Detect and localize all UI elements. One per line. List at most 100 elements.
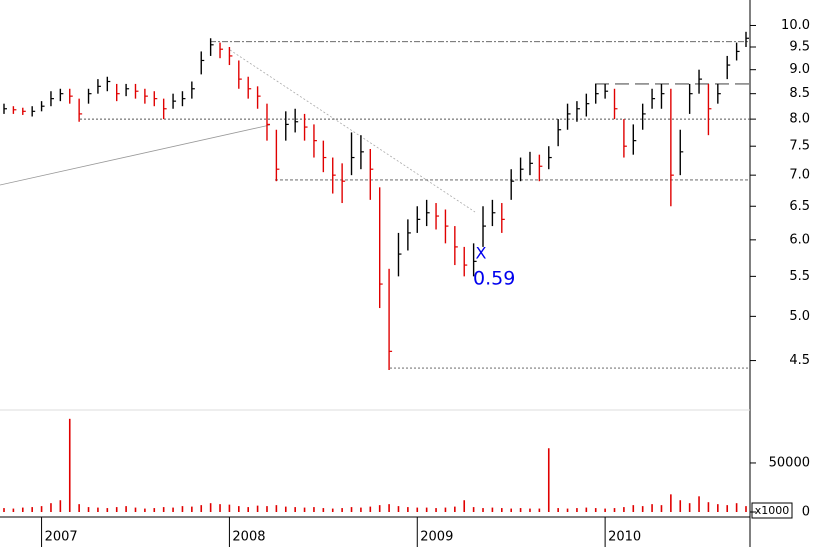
volume-bar (68, 418, 71, 512)
volume-bar (322, 508, 325, 512)
volume-bar (341, 508, 343, 512)
volume-bar (557, 508, 559, 512)
volume-bar (238, 506, 240, 512)
y-tick-label: 7.5 (789, 139, 810, 154)
volume-bar (547, 448, 550, 512)
volume-bar (303, 507, 306, 512)
y-tick-label: 8.5 (789, 86, 810, 101)
volume-bar (331, 508, 334, 512)
volume-bar (576, 508, 578, 512)
volume-bar (613, 508, 616, 512)
y-tick-label: 5.0 (789, 309, 810, 324)
volume-bar (688, 503, 691, 512)
volume-bar (651, 504, 653, 512)
x-tick-label: 2009 (420, 530, 453, 545)
volume-bar (181, 506, 184, 512)
volume-bar (294, 507, 296, 512)
volume-bar (256, 505, 259, 512)
volume-bar (510, 508, 512, 512)
volume-bar (378, 505, 381, 512)
trend-line (0, 124, 271, 186)
volume-bar (632, 505, 635, 512)
volume-bar (350, 507, 353, 512)
volume-bar (115, 507, 118, 512)
y2-tick-label: 50000 (769, 455, 810, 470)
y-tick-label: 6.5 (789, 199, 810, 214)
volume-bar (360, 507, 362, 512)
volume-bar (313, 507, 315, 512)
volume-bar (566, 508, 569, 512)
volume-bar (397, 506, 400, 512)
volume-bar (726, 505, 729, 512)
x-tick-label: 2010 (608, 530, 641, 545)
x-tick-label: 2007 (45, 530, 78, 545)
volume-bar (87, 507, 90, 512)
y-tick-label: 5.5 (789, 269, 810, 284)
volume-bar (388, 504, 390, 512)
y-tick-label: 9.0 (789, 62, 810, 77)
volume-bar (707, 502, 710, 512)
volume-bar (191, 506, 193, 512)
volume-bar (585, 507, 588, 512)
volume-bar (594, 508, 597, 512)
volume-bar (369, 506, 372, 512)
volume-bar (97, 507, 99, 512)
volume-bar (228, 504, 231, 512)
volume-bar (40, 506, 43, 512)
volume-bar (31, 507, 33, 512)
y-tick-label: 9.5 (789, 40, 810, 55)
volume-bar (491, 507, 494, 512)
volume-bar (604, 508, 606, 512)
volume-bar (735, 503, 738, 512)
y-tick-label: 6.0 (789, 232, 810, 247)
y-tick-label: 10.0 (781, 18, 810, 33)
volume-bar (134, 507, 137, 512)
unit-box (751, 502, 793, 519)
volume-bar (284, 506, 287, 512)
volume-bar (463, 500, 466, 512)
y2-tick-label: 0 (802, 505, 810, 520)
volume-bar (641, 506, 644, 512)
volume-bar (50, 503, 52, 512)
volume-bar (529, 508, 531, 512)
annotation-mark: X (476, 244, 487, 263)
trend-line (229, 49, 476, 213)
volume-bar (106, 508, 109, 512)
volume-bar (660, 505, 663, 512)
volume-bar (538, 508, 541, 512)
volume-unit: x1000 (755, 504, 790, 517)
volume-bar (266, 506, 268, 512)
volume-bar (144, 508, 146, 512)
volume-bar (416, 507, 419, 512)
volume-bar (435, 508, 437, 512)
y-tick-label: 8.0 (789, 112, 810, 127)
volume-bar (500, 508, 503, 512)
volume-bar (745, 506, 747, 512)
volume-bar (482, 508, 484, 512)
volume-bar (153, 508, 156, 512)
volume-bar (670, 494, 672, 512)
volume-bar (21, 507, 24, 512)
volume-bar (247, 507, 250, 512)
annotation-label: 0.59 (473, 268, 515, 290)
volume-bar (200, 505, 203, 512)
y-tick-label: 4.5 (789, 353, 810, 368)
volume-bar (275, 505, 278, 512)
volume-bar (519, 508, 522, 512)
volume-bar (12, 508, 15, 512)
volume-bar (3, 508, 5, 512)
volume-bar (717, 504, 719, 512)
volume-bar (425, 507, 428, 512)
volume-bar (623, 507, 625, 512)
volume-bar (472, 507, 475, 512)
volume-bar (125, 506, 127, 512)
volume-bar (209, 503, 212, 512)
volume-bar (444, 507, 447, 512)
volume-bar (78, 504, 80, 512)
volume-bar (454, 506, 456, 512)
volume-bar (698, 496, 700, 512)
volume-bar (162, 507, 165, 512)
x-tick-label: 2008 (232, 530, 265, 545)
